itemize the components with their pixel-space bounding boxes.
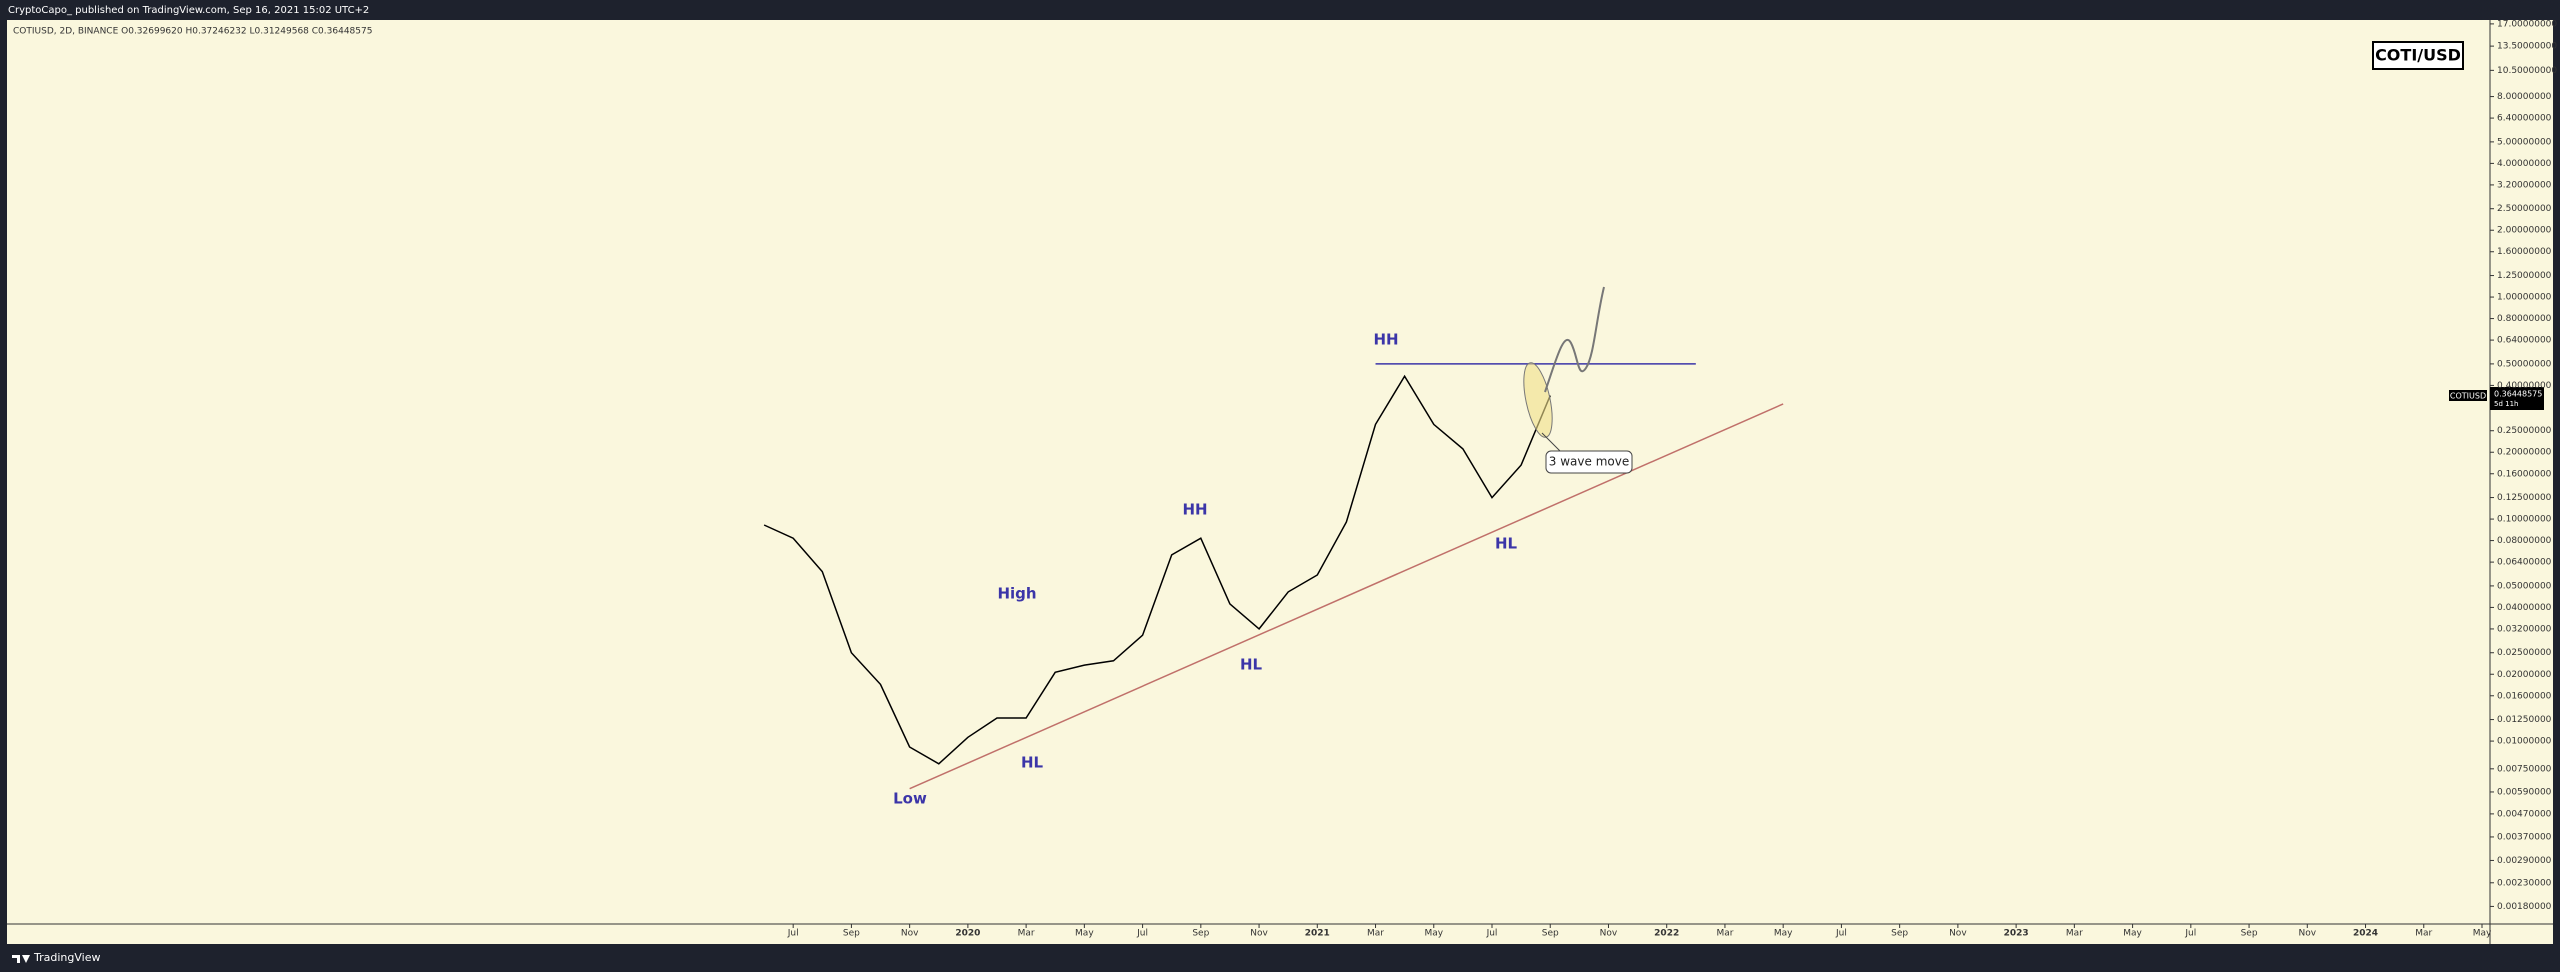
y-tick-label: 0.16000000 xyxy=(2497,469,2552,479)
x-tick-label: Nov xyxy=(1250,929,1268,939)
y-tick-label: 0.12500000 xyxy=(2497,493,2552,503)
x-tick-label: Nov xyxy=(1949,929,1967,939)
x-tick-label: Sep xyxy=(1891,929,1908,939)
annotation: High xyxy=(997,585,1036,603)
x-tick-label: Mar xyxy=(2415,929,2432,939)
x-tick-label: Nov xyxy=(1600,929,1618,939)
x-tick-label: Jul xyxy=(2184,929,2196,939)
x-tick-label: 2024 xyxy=(2353,929,2378,939)
left-border xyxy=(0,20,7,944)
y-tick-label: 0.00290000 xyxy=(2497,856,2552,866)
annotation: Low xyxy=(893,790,927,808)
y-tick-label: 0.01000000 xyxy=(2497,737,2552,747)
y-tick-label: 0.40000000 xyxy=(2497,381,2552,391)
legend: COTIUSD, 2D, BINANCE O0.32699620 H0.3724… xyxy=(13,27,372,37)
x-tick-label: 2021 xyxy=(1305,929,1330,939)
x-tick-label: Sep xyxy=(1542,929,1559,939)
y-tick-label: 10.50000000 xyxy=(2497,66,2557,76)
price-tag-price: 0.36448575 xyxy=(2494,390,2542,399)
y-tick-label: 0.06400000 xyxy=(2497,558,2552,568)
y-tick-label: 0.08000000 xyxy=(2497,536,2552,546)
callout-text: 3 wave move xyxy=(1549,455,1629,469)
annotation: HL xyxy=(1240,656,1263,674)
y-tick-label: 0.00370000 xyxy=(2497,832,2552,842)
y-tick-label: 0.00230000 xyxy=(2497,878,2552,888)
x-tick-label: May xyxy=(2123,929,2142,939)
y-tick-label: 8.00000000 xyxy=(2497,92,2552,102)
symbol-text: COTI/USD xyxy=(2375,46,2461,65)
price-tag-symbol: COTIUSD xyxy=(2450,392,2486,401)
y-tick-label: 0.05000000 xyxy=(2497,581,2552,591)
x-tick-label: Mar xyxy=(1018,929,1035,939)
y-tick-label: 0.01250000 xyxy=(2497,715,2552,725)
y-tick-label: 17.00000000 xyxy=(2497,19,2557,29)
y-tick-label: 2.00000000 xyxy=(2497,226,2552,236)
x-tick-label: Sep xyxy=(2241,929,2258,939)
y-tick-label: 0.00750000 xyxy=(2497,764,2552,774)
x-tick-label: May xyxy=(1424,929,1443,939)
y-tick-label: 1.60000000 xyxy=(2497,247,2552,257)
callout-box xyxy=(1545,450,1633,474)
y-tick-label: 1.00000000 xyxy=(2497,293,2552,303)
y-tick-label: 2.50000000 xyxy=(2497,204,2552,214)
x-tick-label: May xyxy=(2473,929,2492,939)
x-tick-label: Jul xyxy=(1835,929,1847,939)
price-tag-symbol-bg xyxy=(2449,390,2487,401)
projection-path xyxy=(1544,286,1605,393)
trend-line xyxy=(909,403,1784,790)
price-line xyxy=(763,374,1551,765)
y-tick-label: 5.00000000 xyxy=(2497,137,2552,147)
top-bar xyxy=(0,0,2560,20)
x-tick-label: Mar xyxy=(1367,929,1384,939)
y-tick-label: 6.40000000 xyxy=(2497,114,2552,124)
annotation: HL xyxy=(1021,754,1044,772)
annotation: HL xyxy=(1495,535,1518,553)
x-tick-label: Nov xyxy=(2299,929,2317,939)
callout-line xyxy=(1541,432,1561,452)
x-tick-label: Nov xyxy=(901,929,919,939)
x-tick-label: Jul xyxy=(787,929,799,939)
x-tick-label: Jul xyxy=(1136,929,1148,939)
symbol-box xyxy=(2372,41,2464,70)
x-tick-label: 2020 xyxy=(955,929,980,939)
annotation: HH xyxy=(1373,331,1398,349)
x-tick-label: May xyxy=(1774,929,1793,939)
y-tick-label: 0.64000000 xyxy=(2497,336,2552,346)
y-tick-label: 0.25000000 xyxy=(2497,426,2552,436)
bottom-bar xyxy=(0,944,2560,972)
y-tick-label: 0.00470000 xyxy=(2497,809,2552,819)
y-tick-label: 13.50000000 xyxy=(2497,42,2557,52)
y-tick-label: 0.02000000 xyxy=(2497,670,2552,680)
y-tick-label: 0.10000000 xyxy=(2497,515,2552,525)
x-tick-label: Sep xyxy=(1192,929,1209,939)
header: CryptoCapo_ published on TradingView.com… xyxy=(8,5,369,16)
y-tick-label: 0.03200000 xyxy=(2497,624,2552,634)
y-tick-label: 1.25000000 xyxy=(2497,271,2552,281)
y-tick-label: 0.02500000 xyxy=(2497,648,2552,658)
x-tick-label: Jul xyxy=(1486,929,1498,939)
y-tick-label: 0.00590000 xyxy=(2497,787,2552,797)
annotation: HH xyxy=(1182,501,1207,519)
x-tick-label: Sep xyxy=(843,929,860,939)
price-tag-countdown: 5d 11h xyxy=(2494,400,2518,408)
y-tick-label: 0.04000000 xyxy=(2497,603,2552,613)
y-tick-label: 0.50000000 xyxy=(2497,359,2552,369)
x-tick-label: May xyxy=(1075,929,1094,939)
price-tag-bg xyxy=(2490,387,2544,410)
x-tick-label: Mar xyxy=(1716,929,1733,939)
y-tick-label: 0.80000000 xyxy=(2497,314,2552,324)
logo xyxy=(12,955,30,963)
x-tick-label: Mar xyxy=(2066,929,2083,939)
y-tick-label: 0.01600000 xyxy=(2497,691,2552,701)
y-tick-label: 3.20000000 xyxy=(2497,180,2552,190)
x-tick-label: 2023 xyxy=(2004,929,2029,939)
y-tick-label: 4.00000000 xyxy=(2497,159,2552,169)
footer: TradingView xyxy=(33,951,100,964)
y-tick-label: 0.00180000 xyxy=(2497,902,2552,912)
right-border xyxy=(2553,20,2560,944)
x-tick-label: 2022 xyxy=(1654,929,1679,939)
y-tick-label: 0.20000000 xyxy=(2497,448,2552,458)
